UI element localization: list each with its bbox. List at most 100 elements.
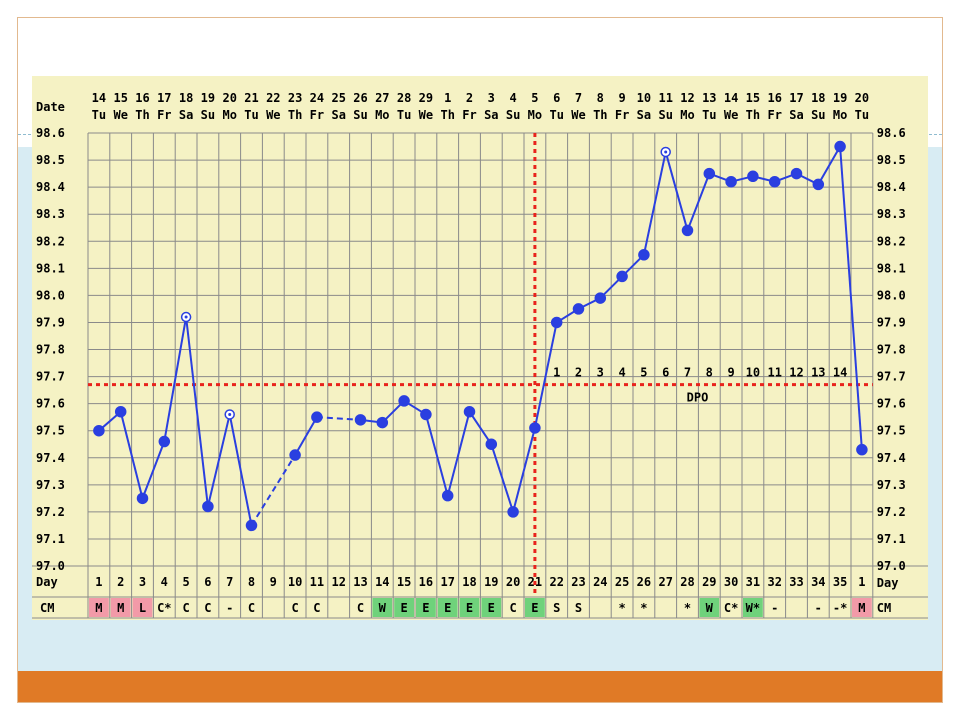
dpo-label: 4 <box>618 366 625 380</box>
weekday-tick-label: Sa <box>331 108 345 122</box>
cm-value-label: C <box>357 601 364 615</box>
weekday-tick-label: Th <box>440 108 454 122</box>
temperature-point <box>768 175 781 188</box>
date-tick-label: 29 <box>419 91 433 105</box>
temperature-point <box>812 178 825 191</box>
cm-value-label: -* <box>833 601 847 615</box>
y-tick-label-left: 98.4 <box>36 180 65 194</box>
cm-highlight-cell <box>132 598 153 617</box>
weekday-tick-label: We <box>724 108 738 122</box>
y-tick-label-right: 97.3 <box>877 478 906 492</box>
cycle-day-label: 11 <box>310 575 324 589</box>
temperature-point <box>441 489 454 502</box>
temperature-point <box>202 500 214 513</box>
dpo-label: 10 <box>746 366 760 380</box>
cm-value-label: E <box>422 601 429 615</box>
y-tick-label-right: 98.6 <box>877 126 906 140</box>
dpo-label: 11 <box>767 366 781 380</box>
cm-value-label: M <box>117 601 124 615</box>
cm-highlight-cell <box>852 598 872 617</box>
cm-highlight-cell <box>416 598 436 617</box>
cm-value-label: C <box>509 601 516 615</box>
y-tick-label-left: 98.1 <box>36 261 65 275</box>
date-tick-label: 23 <box>288 91 302 105</box>
cycle-day-label: 33 <box>789 575 803 589</box>
y-tick-label-right: 98.5 <box>877 153 906 167</box>
date-tick-label: 18 <box>179 91 193 105</box>
cm-value-label: C <box>204 601 211 615</box>
cm-highlight-cell <box>699 598 720 617</box>
y-tick-label-left: 98.5 <box>36 153 65 167</box>
date-tick-label: 1 <box>444 91 451 105</box>
y-tick-label-right: 97.1 <box>877 532 906 546</box>
temperature-point <box>420 408 432 421</box>
cycle-day-label: 19 <box>484 575 498 589</box>
y-tick-label-left: 98.2 <box>36 234 65 248</box>
temperature-point <box>529 422 541 434</box>
cm-highlight-cell <box>437 598 458 617</box>
date-tick-label: 11 <box>658 91 672 105</box>
cycle-day-label: 3 <box>139 575 146 589</box>
weekday-tick-label: Sa <box>637 108 651 122</box>
temperature-line <box>512 427 536 513</box>
temperature-point <box>463 405 476 418</box>
cycle-day-label: 20 <box>506 575 520 589</box>
weekday-tick-label: Sa <box>484 108 498 122</box>
cycle-day-label: 17 <box>440 575 454 589</box>
date-tick-label: 6 <box>553 91 560 105</box>
temperature-point <box>681 224 694 237</box>
cycle-day-label: 30 <box>724 575 738 589</box>
cm-highlight-cell <box>743 598 763 617</box>
temperature-point <box>572 303 585 315</box>
temperature-line-dashed <box>316 416 361 421</box>
date-tick-label: 7 <box>575 91 582 105</box>
weekday-tick-label: We <box>419 108 433 122</box>
dpo-label: 7 <box>684 366 691 380</box>
y-tick-label-left: 97.9 <box>36 315 65 329</box>
y-tick-label-left: 98.6 <box>36 126 65 140</box>
temperature-line <box>424 414 449 496</box>
temperature-line <box>446 411 471 496</box>
date-tick-label: 14 <box>724 91 738 105</box>
cycle-day-label: 25 <box>615 575 629 589</box>
temperature-point <box>790 167 803 180</box>
cycle-day-label: 12 <box>331 575 345 589</box>
cm-row-label-left: CM <box>40 601 54 615</box>
weekday-tick-label: Fr <box>767 108 781 122</box>
cycle-day-label: 31 <box>746 575 760 589</box>
temperature-point <box>834 140 846 153</box>
date-tick-label: 4 <box>509 91 516 105</box>
dpo-caption: DPO <box>687 391 709 405</box>
temperature-point <box>311 411 323 423</box>
weekday-tick-label: Fr <box>615 108 629 122</box>
weekday-tick-label: Su <box>201 108 215 122</box>
date-tick-label: 19 <box>833 91 847 105</box>
y-tick-label-right: 97.5 <box>877 424 906 438</box>
date-tick-label: 27 <box>375 91 389 105</box>
y-tick-label-right: 98.1 <box>877 261 906 275</box>
weekday-tick-label: Tu <box>92 108 106 122</box>
cm-value-label: S <box>575 601 582 615</box>
temperature-line <box>468 411 493 445</box>
temperature-line <box>839 146 863 450</box>
cm-value-label: * <box>684 601 691 615</box>
cm-value-label: E <box>466 601 473 615</box>
cm-highlight-cell <box>372 598 393 617</box>
weekday-tick-label: We <box>113 108 127 122</box>
y-tick-label-left: 97.0 <box>36 559 65 573</box>
cm-value-label: L <box>139 601 146 615</box>
date-tick-label: 5 <box>531 91 538 105</box>
cm-value-label: - <box>771 601 778 615</box>
dpo-label: 2 <box>575 366 582 380</box>
weekday-tick-label: Th <box>135 108 149 122</box>
y-tick-label-right: 97.6 <box>877 397 906 411</box>
cm-value-label: E <box>444 601 451 615</box>
cycle-day-label: 28 <box>680 575 694 589</box>
temperature-line-dashed <box>250 454 296 526</box>
temperature-line <box>686 173 711 231</box>
cm-value-label: * <box>640 601 647 615</box>
y-tick-label-right: 98.2 <box>877 234 906 248</box>
y-tick-label-right: 98.4 <box>877 180 906 194</box>
cm-value-label: C <box>291 601 298 615</box>
cycle-day-label: 1 <box>858 575 865 589</box>
